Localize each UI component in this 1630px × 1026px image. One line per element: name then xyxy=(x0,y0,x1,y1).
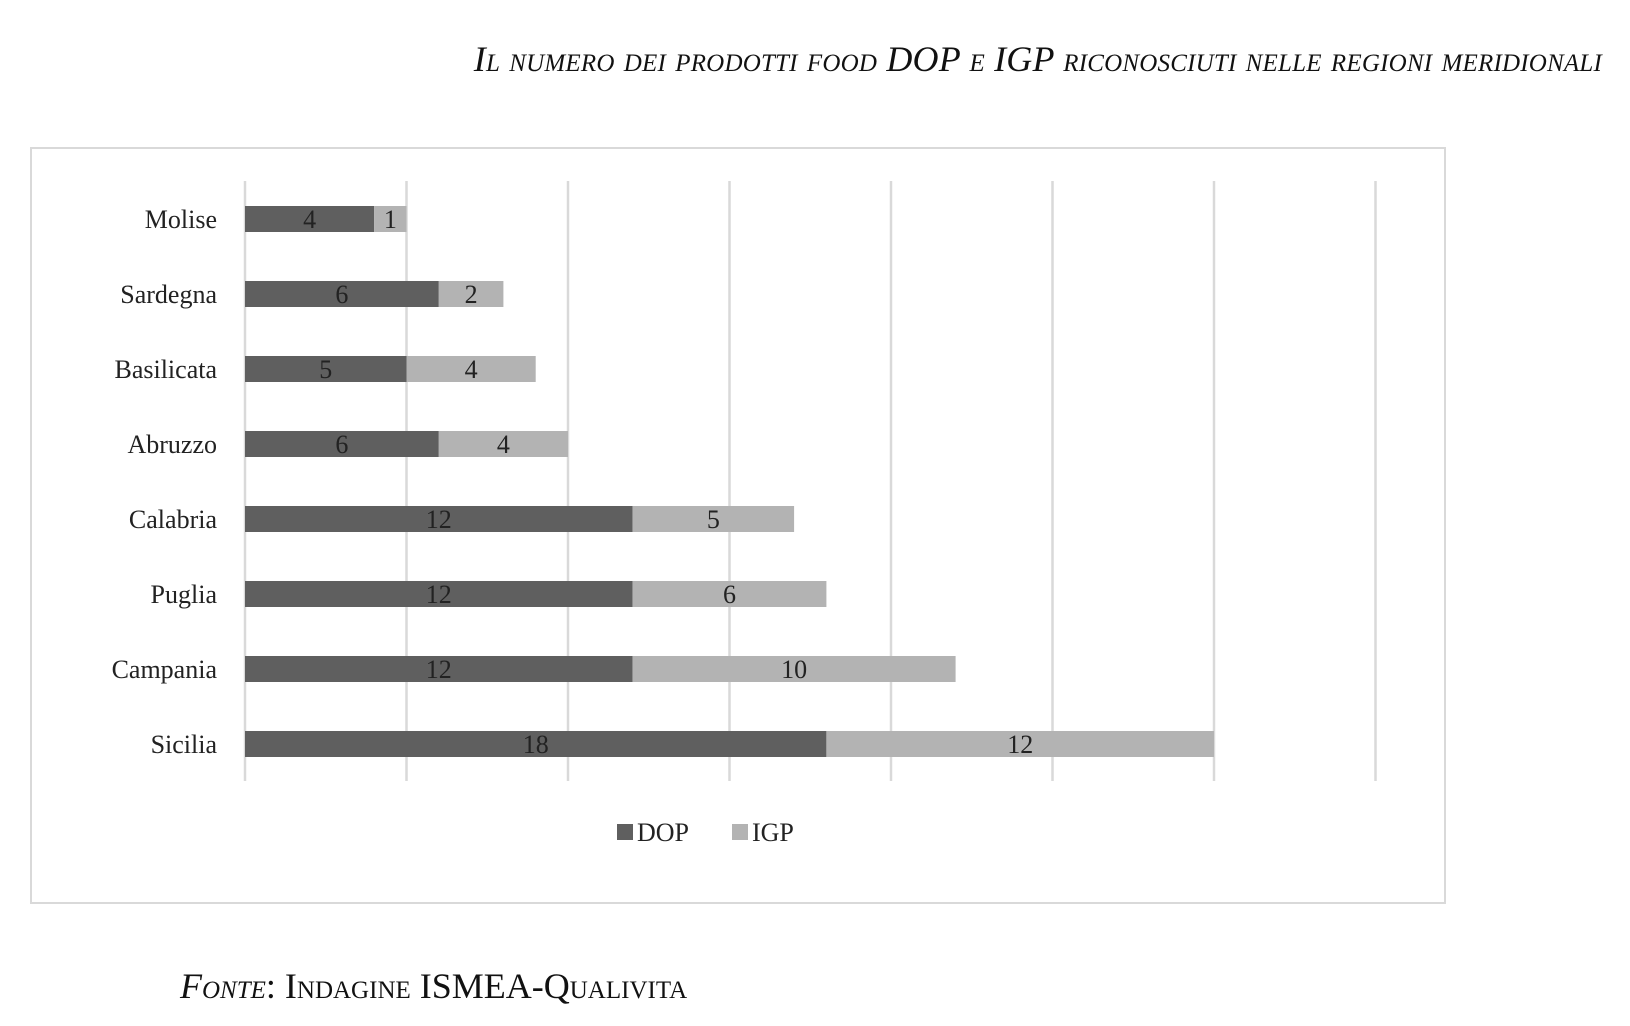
source-text: : Indagine ISMEA-Qualivita xyxy=(265,966,688,1006)
bar-dop xyxy=(245,731,827,757)
bar-dop xyxy=(245,281,439,307)
category-label: Calabria xyxy=(129,505,218,534)
data-label: 10 xyxy=(781,655,807,684)
bar-igp xyxy=(632,506,795,532)
bar-igp xyxy=(438,431,568,457)
category-label: Basilicata xyxy=(114,355,217,384)
data-label: 4 xyxy=(303,205,316,234)
bar-dop xyxy=(245,356,407,382)
bar-dop xyxy=(245,506,633,532)
data-label: 6 xyxy=(723,580,736,609)
bar-dop xyxy=(245,206,375,232)
bar-igp xyxy=(438,281,504,307)
bar-igp xyxy=(374,206,407,232)
data-label: 12 xyxy=(426,580,452,609)
data-label: 6 xyxy=(335,280,348,309)
data-label: 1 xyxy=(384,205,397,234)
stacked-bar-chart: Molise 4 1 Sardegna 6 2 Basilicata 5 4 Abruzzo 6 4 C… xyxy=(112,181,1377,847)
category-label: Sardegna xyxy=(120,280,217,309)
legend-label-igp: IGP xyxy=(752,818,794,847)
data-label: 12 xyxy=(426,655,452,684)
data-label: 5 xyxy=(319,355,332,384)
data-label: 12 xyxy=(1007,730,1033,759)
source-note: Fonte: Indagine ISMEA-Qualivita xyxy=(180,965,687,1007)
bar-igp xyxy=(632,656,956,682)
bar-igp xyxy=(632,581,827,607)
data-label: 2 xyxy=(465,280,478,309)
source-label: Fonte xyxy=(180,966,266,1006)
data-label: 5 xyxy=(707,505,720,534)
category-label: Sicilia xyxy=(151,730,218,759)
bar-dop xyxy=(245,656,633,682)
bar-igp xyxy=(826,731,1214,757)
data-label: 4 xyxy=(465,355,478,384)
bar-dop xyxy=(245,581,633,607)
category-label: Campania xyxy=(112,655,218,684)
category-label: Molise xyxy=(145,205,217,234)
bar-dop xyxy=(245,431,439,457)
legend-swatch-igp xyxy=(732,824,748,840)
page-title: Il numero dei prodotti food DOP e IGP ri… xyxy=(473,39,1602,79)
category-label: Abruzzo xyxy=(127,430,217,459)
data-label: 4 xyxy=(497,430,510,459)
bar-igp xyxy=(406,356,536,382)
data-label: 12 xyxy=(426,505,452,534)
data-label: 6 xyxy=(335,430,348,459)
category-label: Puglia xyxy=(151,580,218,609)
chart-frame: Molise 4 1 Sardegna 6 2 Basilicata 5 4 Abruzzo 6 4 C… xyxy=(30,147,1446,904)
legend-label-dop: DOP xyxy=(637,818,689,847)
legend-swatch-dop xyxy=(617,824,633,840)
data-label: 18 xyxy=(523,730,549,759)
